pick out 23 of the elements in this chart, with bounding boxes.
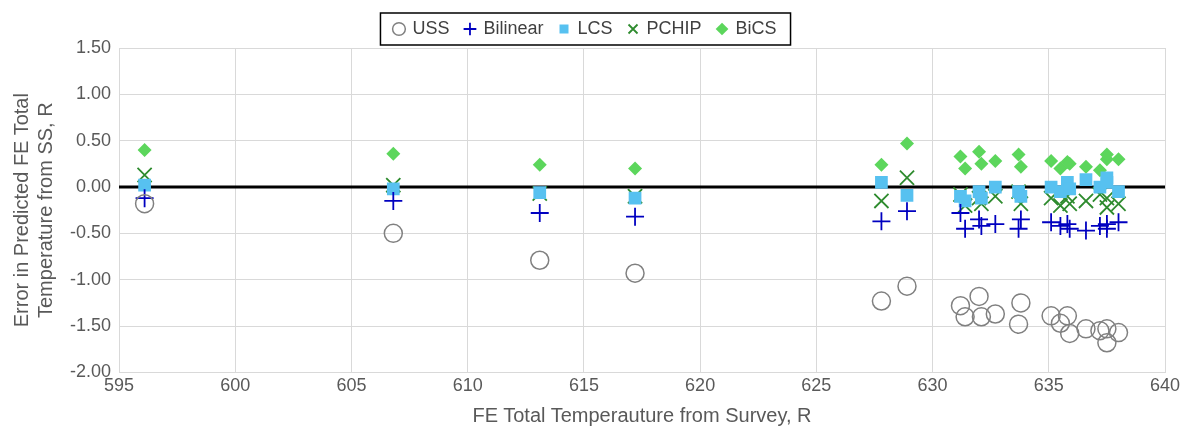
x-tick-label: 620 (685, 375, 716, 396)
x-tick-label: 605 (336, 375, 367, 396)
y-tick-label: 0.50 (75, 129, 112, 150)
legend-label: Bilinear (483, 17, 544, 38)
x-tick-label: 640 (1149, 375, 1181, 396)
y-tick-label: -1.50 (70, 315, 112, 336)
y-tick-label: 1.00 (75, 83, 112, 104)
x-tick-label: 600 (220, 375, 251, 396)
x-tick-label: 615 (568, 375, 599, 396)
legend-label: USS (412, 17, 450, 38)
y-axis-title: Error in Predicted FE Total Temperature from SS, R (9, 93, 56, 328)
y-tick-label: -1.00 (70, 268, 112, 289)
y-tick-label: 1.50 (75, 36, 112, 57)
x-tick-label: 625 (801, 375, 832, 396)
y-tick-label: -0.50 (70, 222, 112, 243)
y-tick-label: 0.00 (75, 176, 112, 196)
legend-label: BiCS (735, 17, 777, 38)
x-axis-title: FE Total Temperauture from Survey, R (472, 403, 812, 426)
x-tick-label: 630 (917, 375, 948, 396)
legend-label: PCHIP (646, 17, 702, 38)
legend-label: LCS (577, 17, 613, 38)
x-tick-label: 635 (1033, 375, 1064, 396)
x-tick-label: 610 (452, 375, 483, 396)
